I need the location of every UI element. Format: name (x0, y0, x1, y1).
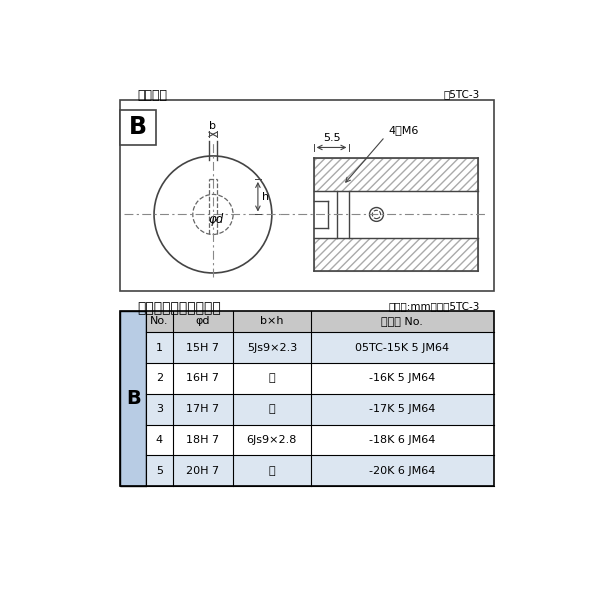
Text: B: B (126, 389, 140, 408)
Bar (146, 363, 493, 394)
Text: 〃: 〃 (269, 404, 275, 414)
Text: 5.5: 5.5 (323, 133, 340, 143)
Text: B: B (129, 115, 147, 139)
Text: 軸穴形状コード一覧表: 軸穴形状コード一覧表 (137, 301, 221, 316)
Text: 6Js9×2.8: 6Js9×2.8 (247, 435, 297, 445)
Text: 20H 7: 20H 7 (187, 466, 220, 476)
Text: φd: φd (196, 316, 210, 326)
Text: h: h (262, 192, 269, 202)
Text: （単位:mm）　表5TC-3: （単位:mm） 表5TC-3 (388, 301, 479, 311)
Text: コード No.: コード No. (381, 316, 423, 326)
Text: -17K 5 JM64: -17K 5 JM64 (369, 404, 435, 414)
Text: b×h: b×h (260, 316, 284, 326)
Text: 軸穴形状: 軸穴形状 (137, 89, 167, 102)
Bar (314, 158, 478, 191)
Text: -16K 5 JM64: -16K 5 JM64 (369, 373, 435, 383)
Bar (146, 455, 493, 486)
Text: 〃: 〃 (269, 466, 275, 476)
Text: -20K 6 JM64: -20K 6 JM64 (369, 466, 435, 476)
Text: φd: φd (208, 212, 224, 226)
Text: 17H 7: 17H 7 (187, 404, 220, 414)
Bar (146, 311, 493, 332)
Text: 3: 3 (156, 404, 163, 414)
Text: 16H 7: 16H 7 (187, 373, 220, 383)
Text: 図5TC-3: 図5TC-3 (443, 89, 479, 99)
Text: 5Js9×2.3: 5Js9×2.3 (247, 343, 297, 353)
Bar (120, 311, 146, 486)
Bar (146, 425, 493, 455)
Text: 1: 1 (156, 343, 163, 353)
Text: 18H 7: 18H 7 (187, 435, 220, 445)
Text: 4－M6: 4－M6 (388, 125, 418, 135)
Text: No.: No. (150, 316, 169, 326)
Text: 4: 4 (156, 435, 163, 445)
Bar (146, 332, 493, 363)
Text: 05TC-15K 5 JM64: 05TC-15K 5 JM64 (355, 343, 449, 353)
Text: 15H 7: 15H 7 (187, 343, 220, 353)
Bar (120, 110, 155, 145)
Text: 〃: 〃 (269, 373, 275, 383)
Text: b: b (209, 121, 217, 131)
Text: 5: 5 (156, 466, 163, 476)
Text: -18K 6 JM64: -18K 6 JM64 (369, 435, 435, 445)
Text: 2: 2 (156, 373, 163, 383)
Bar (120, 100, 493, 292)
Bar (146, 394, 493, 425)
Bar (120, 311, 493, 486)
Bar (314, 238, 478, 271)
